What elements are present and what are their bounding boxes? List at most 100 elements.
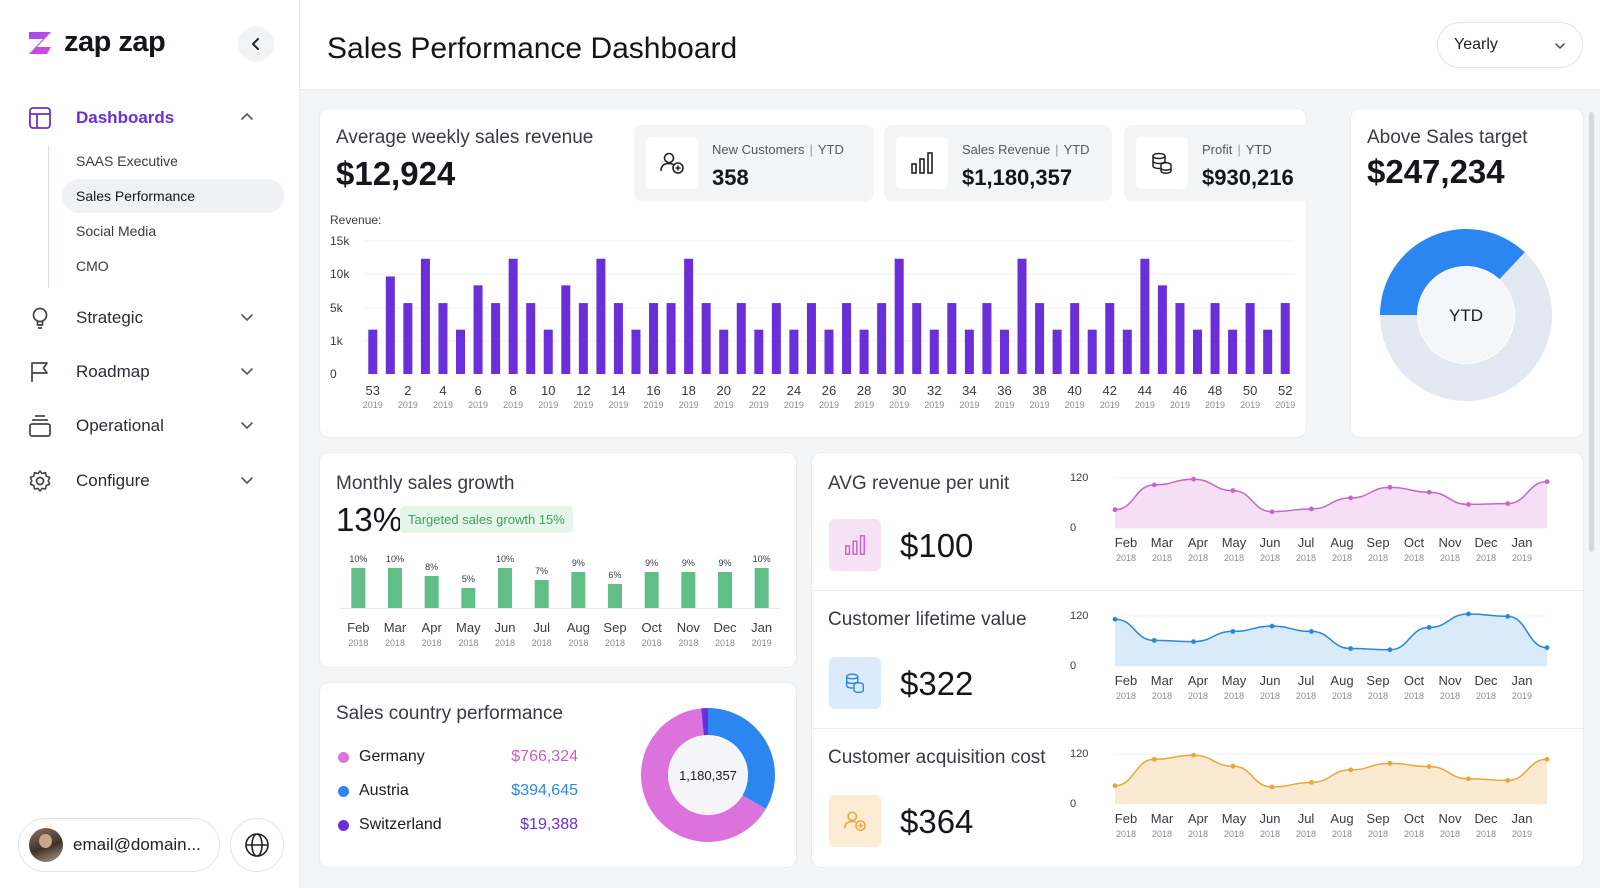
scrollbar[interactable] [1589,112,1594,552]
x-tick-label: Sep [1366,811,1389,826]
metric-value: $322 [900,665,974,702]
x-tick-year: 2019 [538,400,558,410]
kpi-sales-revenue-label: Sales Revenue | YTD [962,142,1090,157]
sales-target-value: $247,234 [1367,153,1505,190]
x-tick-label: 14 [611,383,625,398]
bar [1087,329,1097,374]
x-tick-label: 53 [366,383,380,398]
x-tick-label: 12 [576,383,590,398]
subnav-saas-executive[interactable]: SAAS Executive [76,153,178,169]
x-tick-label: May [1222,673,1247,688]
x-tick-label: Nov [1438,535,1462,550]
collapse-sidebar-button[interactable] [238,26,274,62]
x-tick-year: 2018 [1188,553,1208,563]
x-tick-year: 2019 [1512,553,1532,563]
x-tick-label: Dec [1474,811,1498,826]
weekly-revenue-chart: Revenue: 0 1k 5k 10k 15k 53 2019 2 2019 4 2019 6 2019… [330,213,1295,410]
chevron-down-icon [241,477,253,485]
x-tick-label: 36 [997,383,1011,398]
bar [1192,329,1202,374]
x-tick-year: 2018 [1332,691,1352,701]
bar [1157,285,1167,374]
nav-operational[interactable]: Operational [26,406,274,446]
user-menu[interactable]: email@domain... [18,818,220,872]
data-point [1151,482,1157,488]
y-tick-label: 15k [330,234,350,248]
x-tick-year: 2019 [1100,400,1120,410]
bar [473,285,483,374]
legend-dot [338,751,349,763]
bar [789,329,799,374]
bar [368,329,378,374]
x-tick-year: 2018 [1476,829,1496,839]
bar [578,303,588,374]
header: Sales Performance Dashboard Yearly [300,0,1600,90]
subnav-social-media[interactable]: Social Media [76,223,157,239]
nav-configure[interactable]: Configure [26,461,274,501]
x-tick-label: Jul [533,620,550,635]
legend-dot [338,785,349,797]
x-tick-year: 2019 [1135,400,1155,410]
x-tick-year: 2018 [1332,829,1352,839]
coins-icon [829,657,881,709]
chevron-down-icon [241,422,253,430]
language-button[interactable] [230,818,284,872]
bar [982,303,992,374]
x-tick-label: Oct [642,620,663,635]
y-tick-label: 10k [330,267,350,281]
country-row-austria: Austria $394,645 [338,779,578,803]
bar [1017,258,1027,374]
metric-title: Customer lifetime value [828,609,1027,630]
x-tick-year: 2019 [433,400,453,410]
bar [543,329,553,374]
data-label: 6% [608,570,621,580]
sales-target-card: Above Sales target $247,234 YTD [1350,108,1584,438]
nav-roadmap[interactable]: Roadmap [26,352,274,392]
logo[interactable]: zap zap [26,26,166,59]
x-tick-year: 2018 [1260,829,1280,839]
data-label: 9% [682,558,695,568]
x-tick-year: 2018 [385,638,405,648]
donut-center-label: YTD [1449,306,1483,325]
monthly-growth-value: 13% [336,501,403,538]
subnav-sales-performance[interactable]: Sales Performance [62,179,284,213]
kpi-profit-label: Profit | YTD [1202,142,1272,157]
bar [608,584,622,608]
nav-dashboards[interactable]: Dashboards [26,98,274,138]
x-tick-label: Feb [1115,811,1137,826]
country-performance-title: Sales country performance [336,703,564,724]
x-tick-year: 2018 [1440,691,1460,701]
bar [736,303,746,374]
series-line [1114,478,1548,513]
avatar [29,828,63,862]
x-tick-label: Mar [1151,811,1174,826]
data-label: 9% [572,558,585,568]
x-tick-label: Apr [1188,535,1209,550]
x-tick-label: Mar [384,620,407,635]
x-tick-year: 2019 [1065,400,1085,410]
growth-target-badge: Targeted sales growth 15% [400,506,573,533]
x-tick-year: 2019 [924,400,944,410]
x-tick-label: Nov [1438,673,1462,688]
data-point [1151,756,1157,762]
x-tick-year: 2018 [1116,691,1136,701]
x-tick-label: May [1222,811,1247,826]
bar [754,568,769,608]
x-tick-label: Apr [1188,811,1209,826]
bar [824,329,834,374]
nav-roadmap-label: Roadmap [76,362,150,381]
country-value: $394,645 [511,782,578,799]
legend-dot [338,819,349,831]
kpi-profit: Profit | YTD $930,216 [1124,125,1318,201]
period-select[interactable]: Yearly [1437,22,1583,68]
y-tick-label: 0 [1070,660,1076,672]
x-tick-year: 2019 [468,400,488,410]
x-tick-label: Jul [1298,811,1315,826]
nav-strategic[interactable]: Strategic [26,298,274,338]
donut-slice [1380,252,1552,401]
subnav-cmo[interactable]: CMO [76,258,109,274]
bar [1263,329,1273,374]
x-tick-year: 2019 [1512,691,1532,701]
x-tick-label: 42 [1103,383,1117,398]
country-row-germany: Germany $766,324 [338,745,578,769]
